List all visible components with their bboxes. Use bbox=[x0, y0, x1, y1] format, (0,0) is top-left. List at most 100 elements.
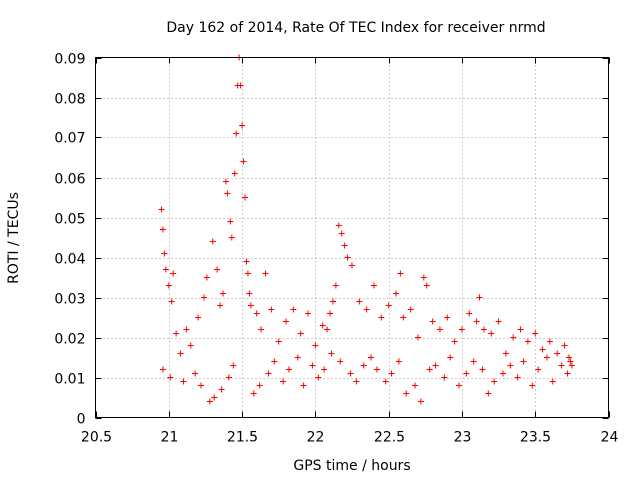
data-point bbox=[378, 314, 385, 321]
data-point bbox=[510, 334, 517, 341]
data-point bbox=[473, 318, 480, 325]
y-tick-label: 0.04 bbox=[54, 252, 85, 268]
data-point bbox=[429, 318, 436, 325]
data-point bbox=[265, 370, 272, 377]
data-point bbox=[458, 326, 465, 333]
data-point bbox=[297, 330, 304, 337]
data-point bbox=[225, 374, 232, 381]
data-point bbox=[388, 370, 395, 377]
data-point bbox=[227, 218, 234, 225]
data-point bbox=[222, 178, 229, 185]
data-point bbox=[315, 374, 322, 381]
data-point bbox=[183, 326, 190, 333]
data-point bbox=[324, 326, 331, 333]
x-tick-labels: 20.5 21 21.5 22 22.5 23 23.5 24 bbox=[81, 430, 619, 446]
x-tick-label: 23.5 bbox=[520, 430, 551, 446]
data-point bbox=[280, 378, 287, 385]
data-point bbox=[485, 390, 492, 397]
data-point bbox=[159, 226, 166, 233]
data-point bbox=[262, 270, 269, 277]
data-point bbox=[392, 290, 399, 297]
y-tick-label: 0.02 bbox=[54, 332, 85, 348]
x-tick-label: 23 bbox=[454, 430, 472, 446]
data-point bbox=[239, 122, 246, 129]
data-point bbox=[237, 82, 244, 89]
data-point bbox=[240, 158, 247, 165]
data-point bbox=[479, 366, 486, 373]
data-point bbox=[517, 326, 524, 333]
data-point bbox=[195, 314, 202, 321]
data-point bbox=[543, 354, 550, 361]
data-point bbox=[502, 350, 509, 357]
y-tick-label: 0.08 bbox=[54, 92, 85, 108]
data-point bbox=[470, 358, 477, 365]
data-point bbox=[305, 310, 312, 317]
data-point bbox=[206, 398, 213, 405]
data-point bbox=[420, 274, 427, 281]
y-axis-label: ROTI / TECUs bbox=[6, 192, 22, 284]
data-point bbox=[466, 310, 473, 317]
data-point bbox=[558, 362, 565, 369]
data-point bbox=[187, 342, 194, 349]
data-point bbox=[253, 310, 260, 317]
y-tick-labels: 0 0.01 0.02 0.03 0.04 0.05 0.06 0.07 0.08 0.09 bbox=[54, 52, 85, 428]
data-point bbox=[327, 310, 334, 317]
data-point bbox=[353, 378, 360, 385]
y-tick-label: 0.05 bbox=[54, 212, 85, 228]
data-point bbox=[211, 394, 218, 401]
data-point bbox=[455, 382, 462, 389]
x-tick-label: 21.5 bbox=[227, 430, 258, 446]
data-point bbox=[192, 370, 199, 377]
plot-frame bbox=[95, 57, 609, 418]
y-tick-label: 0.03 bbox=[54, 292, 85, 308]
data-point bbox=[268, 306, 275, 313]
data-point bbox=[158, 206, 165, 213]
data-point bbox=[338, 230, 345, 237]
data-point bbox=[444, 314, 451, 321]
data-point bbox=[290, 306, 297, 313]
data-point bbox=[400, 314, 407, 321]
x-tick-label: 22.5 bbox=[374, 430, 405, 446]
data-point bbox=[165, 282, 172, 289]
data-point bbox=[356, 298, 363, 305]
data-point bbox=[476, 294, 483, 301]
data-point bbox=[271, 358, 278, 365]
y-tick-label: 0.06 bbox=[54, 172, 85, 188]
x-tick-label: 24 bbox=[601, 430, 619, 446]
data-point bbox=[300, 382, 307, 389]
data-point bbox=[173, 330, 180, 337]
data-point bbox=[228, 234, 235, 241]
data-point bbox=[532, 330, 539, 337]
x-tick-label: 22 bbox=[307, 430, 325, 446]
data-point bbox=[198, 382, 205, 389]
data-point bbox=[554, 350, 561, 357]
data-point bbox=[294, 354, 301, 361]
data-point bbox=[567, 358, 574, 365]
data-point bbox=[319, 322, 326, 329]
data-point bbox=[217, 302, 224, 309]
data-point bbox=[495, 318, 502, 325]
data-point bbox=[414, 334, 421, 341]
data-point bbox=[535, 366, 542, 373]
data-point bbox=[360, 362, 367, 369]
data-point bbox=[568, 362, 575, 369]
data-point bbox=[565, 354, 572, 361]
data-point bbox=[347, 370, 354, 377]
data-point bbox=[385, 302, 392, 309]
data-point bbox=[491, 378, 498, 385]
data-point bbox=[233, 130, 240, 137]
data-point bbox=[214, 266, 221, 273]
data-point bbox=[220, 290, 227, 297]
data-point bbox=[349, 262, 355, 269]
data-point bbox=[507, 362, 514, 369]
data-point bbox=[203, 274, 210, 281]
data-point bbox=[403, 390, 410, 397]
data-point bbox=[159, 366, 166, 373]
y-tick-label: 0 bbox=[77, 412, 86, 428]
x-tick-label: 20.5 bbox=[81, 430, 112, 446]
data-point bbox=[546, 338, 553, 345]
data-point bbox=[423, 282, 430, 289]
data-point bbox=[488, 330, 495, 337]
data-point bbox=[209, 238, 216, 245]
